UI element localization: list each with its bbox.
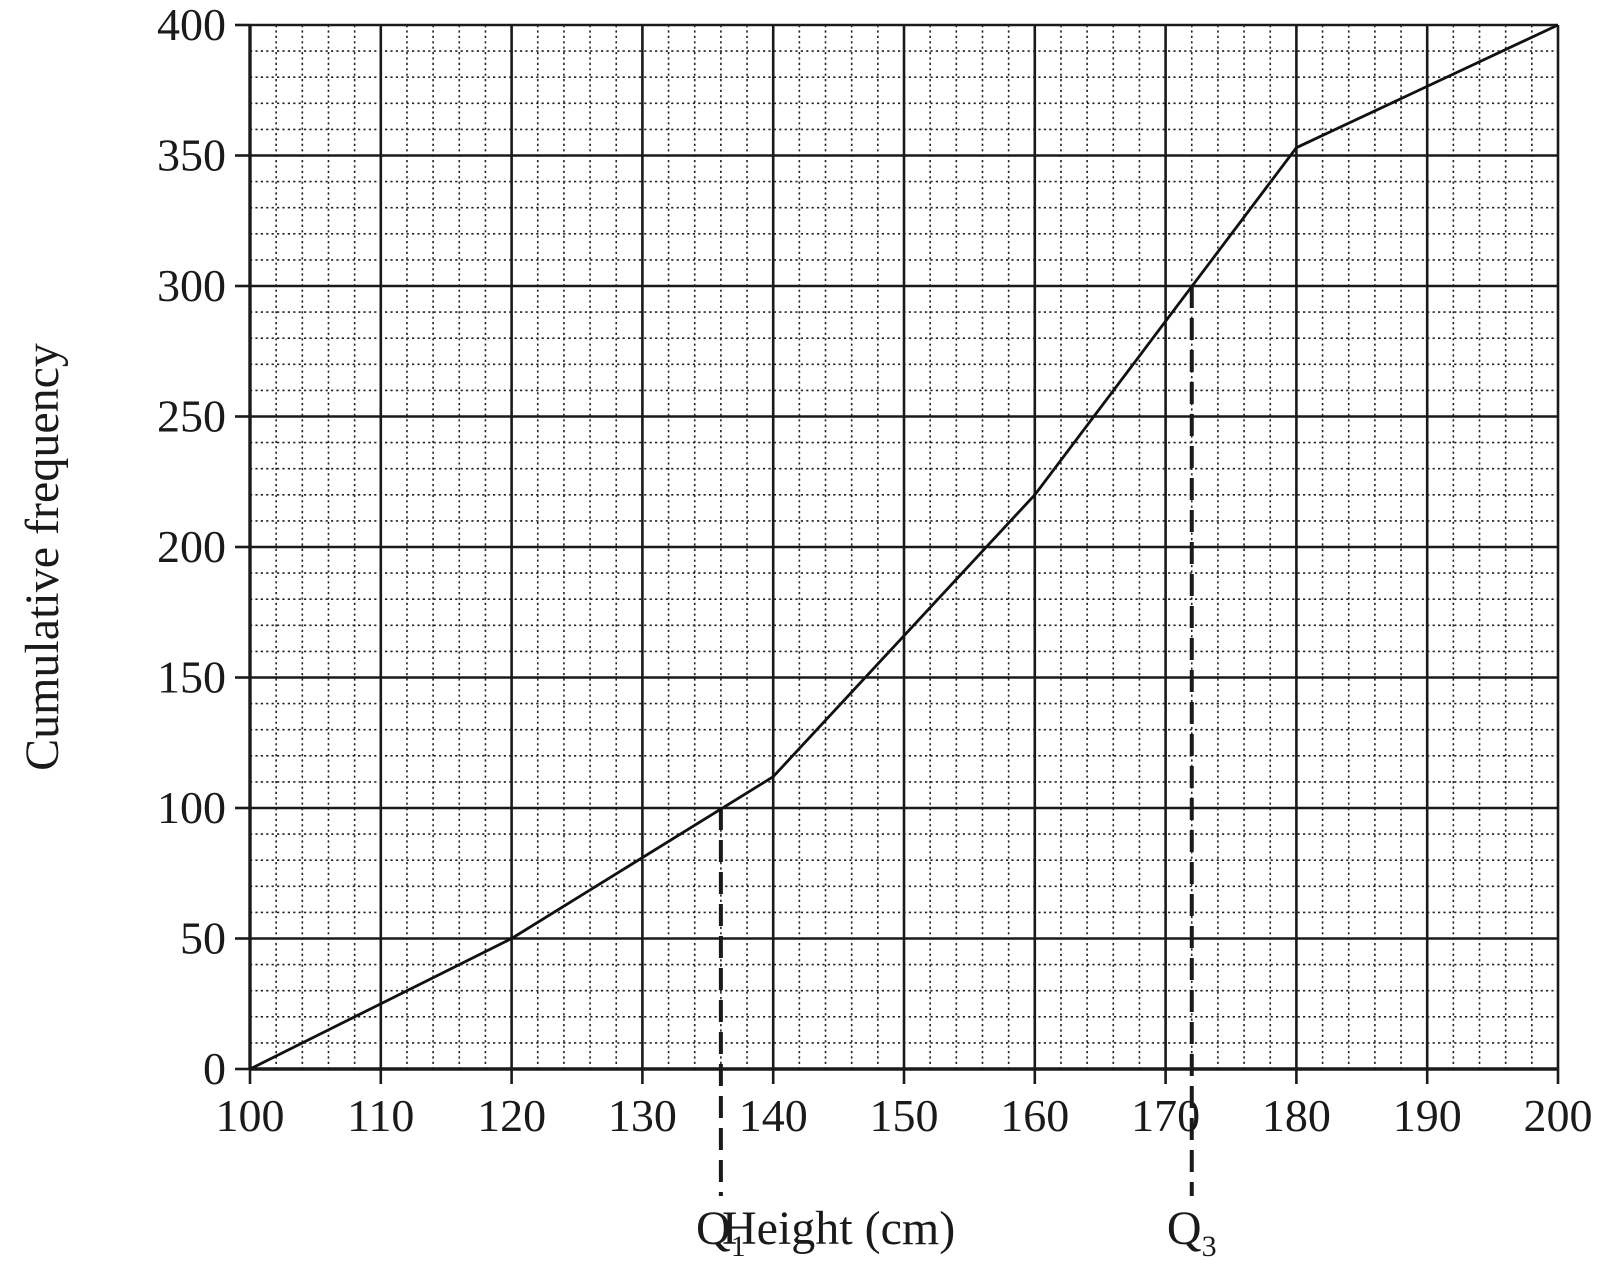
y-tick-label: 0 bbox=[203, 1043, 226, 1094]
y-tick-label: 150 bbox=[157, 652, 226, 703]
y-tick-label: 200 bbox=[157, 521, 226, 572]
x-tick-label: 150 bbox=[870, 1090, 939, 1141]
y-tick-label: 100 bbox=[157, 782, 226, 833]
y-tick-label: 300 bbox=[157, 260, 226, 311]
x-axis-ticks: 100 110 120 130 140 150 160 170 180 190 200 bbox=[216, 1069, 1593, 1141]
y-tick-label: 350 bbox=[157, 130, 226, 181]
series-layer bbox=[249, 23, 1559, 1071]
x-tick-label: 200 bbox=[1524, 1090, 1593, 1141]
x-tick-label: 100 bbox=[216, 1090, 285, 1141]
y-tick-label: 250 bbox=[157, 391, 226, 442]
x-tick-label: 130 bbox=[608, 1090, 677, 1141]
x-tick-label: 160 bbox=[1000, 1090, 1069, 1141]
x-tick-label: 180 bbox=[1262, 1090, 1331, 1141]
quartile-subscript: 3 bbox=[1202, 1230, 1217, 1263]
y-tick-label: 400 bbox=[157, 0, 226, 50]
x-axis-label: Height (cm) bbox=[722, 1202, 955, 1255]
y-axis-label: Cumulative frequency bbox=[16, 343, 69, 771]
y-axis-ticks: 0 50 100 150 200 250 300 350 400 bbox=[157, 0, 250, 1094]
y-tick-label: 50 bbox=[180, 913, 226, 964]
series-line bbox=[249, 23, 1559, 1071]
x-tick-label: 190 bbox=[1393, 1090, 1462, 1141]
x-tick-label: 120 bbox=[477, 1090, 546, 1141]
x-tick-label: 110 bbox=[347, 1090, 414, 1141]
quartile-label-q3: Q3 bbox=[1167, 1202, 1217, 1263]
x-tick-label: 140 bbox=[739, 1090, 808, 1141]
quartile-subscript: 1 bbox=[731, 1230, 746, 1263]
x-tick-label: 170 bbox=[1131, 1090, 1200, 1141]
